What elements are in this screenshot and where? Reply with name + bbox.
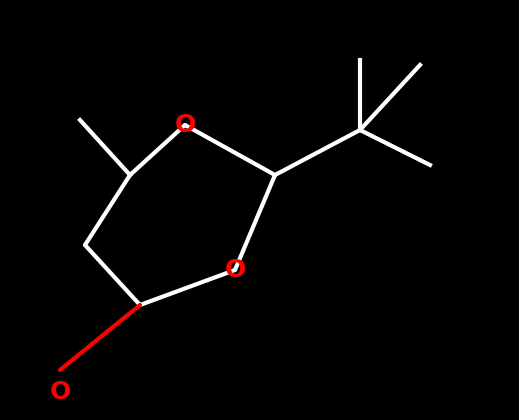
Text: O: O: [49, 380, 71, 404]
Text: O: O: [174, 113, 196, 137]
Text: O: O: [224, 258, 245, 282]
